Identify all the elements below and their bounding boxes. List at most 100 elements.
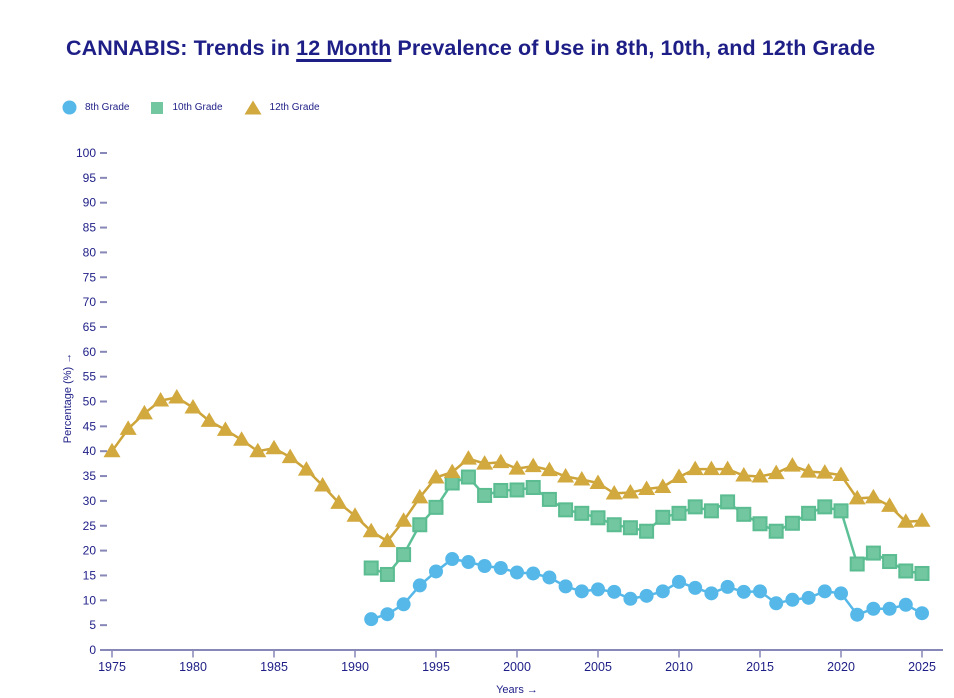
data-point-triangle (459, 450, 477, 465)
data-point-square (460, 469, 476, 485)
y-tick-label: 95 (83, 171, 97, 185)
y-tick-label: 90 (83, 196, 97, 210)
data-point-triangle (168, 389, 186, 404)
title-underlined-12-month: 12 Month (296, 36, 392, 60)
y-tick-label: 15 (83, 568, 97, 582)
data-point-circle (591, 582, 605, 597)
data-point-circle (720, 579, 735, 594)
y-axis-title: Percentage (%) → (62, 353, 74, 443)
data-point-square (412, 517, 428, 533)
title-prefix: CANNABIS: Trends in (66, 36, 297, 60)
data-point-triangle (654, 478, 672, 493)
data-point-triangle (103, 442, 121, 458)
x-tick-label: 1975 (98, 660, 126, 674)
data-point-circle (639, 588, 654, 603)
y-tick-label: 55 (83, 370, 97, 384)
x-tick-label: 2010 (665, 660, 693, 674)
legend-item-12th-grade[interactable]: 12th Grade (244, 100, 320, 115)
y-tick-label: 10 (83, 593, 97, 607)
data-point-triangle (702, 460, 720, 476)
legend-label-10th-grade: 10th Grade (172, 102, 223, 113)
data-point-triangle (832, 466, 850, 482)
y-tick-label: 40 (83, 444, 97, 458)
x-tick-label: 2000 (503, 660, 531, 674)
x-tick-label: 1995 (422, 660, 450, 674)
x-axis: 1975 1980 1985 1990 1995 2000 2005 2010 2015 2020… (98, 649, 943, 696)
data-point-circle (866, 601, 881, 616)
data-point-circle (655, 584, 670, 599)
data-point-triangle (621, 483, 639, 499)
data-point-triangle (524, 457, 542, 473)
data-point-square (363, 560, 379, 576)
data-point-triangle (508, 460, 526, 475)
y-tick-label: 30 (83, 494, 97, 508)
data-point-circle (461, 555, 476, 570)
data-point-triangle (200, 412, 218, 427)
data-point-square (655, 509, 671, 525)
data-point-square (622, 520, 638, 536)
data-point-circle (364, 612, 379, 627)
data-point-circle (785, 592, 800, 607)
data-point-triangle (913, 512, 931, 527)
data-point-triangle (881, 497, 899, 512)
data-point-square (817, 499, 833, 515)
data-point-triangle (848, 489, 866, 505)
data-point-circle (510, 565, 524, 580)
data-point-circle (672, 574, 686, 589)
data-point-circle (412, 578, 427, 593)
data-point-square (525, 479, 541, 495)
y-tick-label: 70 (83, 295, 97, 309)
data-point-circle (493, 560, 508, 575)
data-point-circle (574, 584, 589, 599)
data-point-circle (607, 584, 622, 599)
data-point-square (558, 502, 574, 518)
data-point-triangle (638, 480, 656, 495)
data-point-triangle (897, 513, 915, 528)
chart-legend: 8th Grade 10th Grade 12th Grade (62, 100, 341, 115)
data-point-square (477, 487, 493, 503)
y-tick-label: 75 (83, 270, 97, 284)
x-tick-label: 2020 (827, 660, 855, 674)
y-tick-label: 35 (83, 469, 97, 483)
data-point-triangle (135, 404, 153, 420)
data-point-square (687, 499, 703, 515)
data-point-circle (817, 584, 832, 599)
data-point-triangle (427, 469, 445, 484)
data-point-triangle (719, 460, 737, 476)
data-point-triangle (184, 398, 202, 414)
data-point-square (590, 510, 606, 526)
square-marker-icon (151, 101, 164, 114)
data-point-triangle (476, 455, 494, 470)
x-tick-label: 2025 (908, 660, 936, 674)
y-tick-label: 45 (83, 419, 97, 433)
data-point-square (606, 517, 622, 533)
y-tick-label: 100 (76, 146, 96, 160)
data-point-triangle (378, 532, 396, 548)
data-point-triangle (670, 468, 688, 484)
title-suffix: Prevalence of Use in 8th, 10th, and 12th… (391, 36, 876, 60)
legend-item-10th-grade[interactable]: 10th Grade (150, 101, 223, 115)
data-point-square (882, 554, 898, 570)
data-point-square (639, 523, 655, 539)
data-point-circle (429, 564, 443, 579)
data-point-square (833, 503, 849, 519)
data-point-triangle (686, 460, 704, 476)
data-point-circle (736, 584, 751, 599)
data-point-triangle (249, 442, 267, 458)
data-point-triangle (767, 464, 785, 480)
data-point-triangle (265, 439, 283, 455)
legend-item-8th-grade[interactable]: 8th Grade (62, 100, 129, 115)
y-tick-label: 85 (83, 221, 97, 235)
y-tick-label: 25 (83, 519, 97, 533)
data-point-triangle (540, 461, 558, 477)
data-point-triangle (233, 431, 251, 446)
data-point-circle (542, 570, 557, 585)
data-point-square (509, 482, 525, 498)
data-point-square (720, 494, 736, 510)
data-point-circle (898, 597, 913, 612)
data-point-circle (445, 552, 460, 567)
y-tick-label: 50 (83, 395, 97, 409)
data-point-square (493, 482, 509, 498)
data-point-triangle (735, 467, 753, 482)
y-tick-label: 0 (89, 643, 96, 657)
